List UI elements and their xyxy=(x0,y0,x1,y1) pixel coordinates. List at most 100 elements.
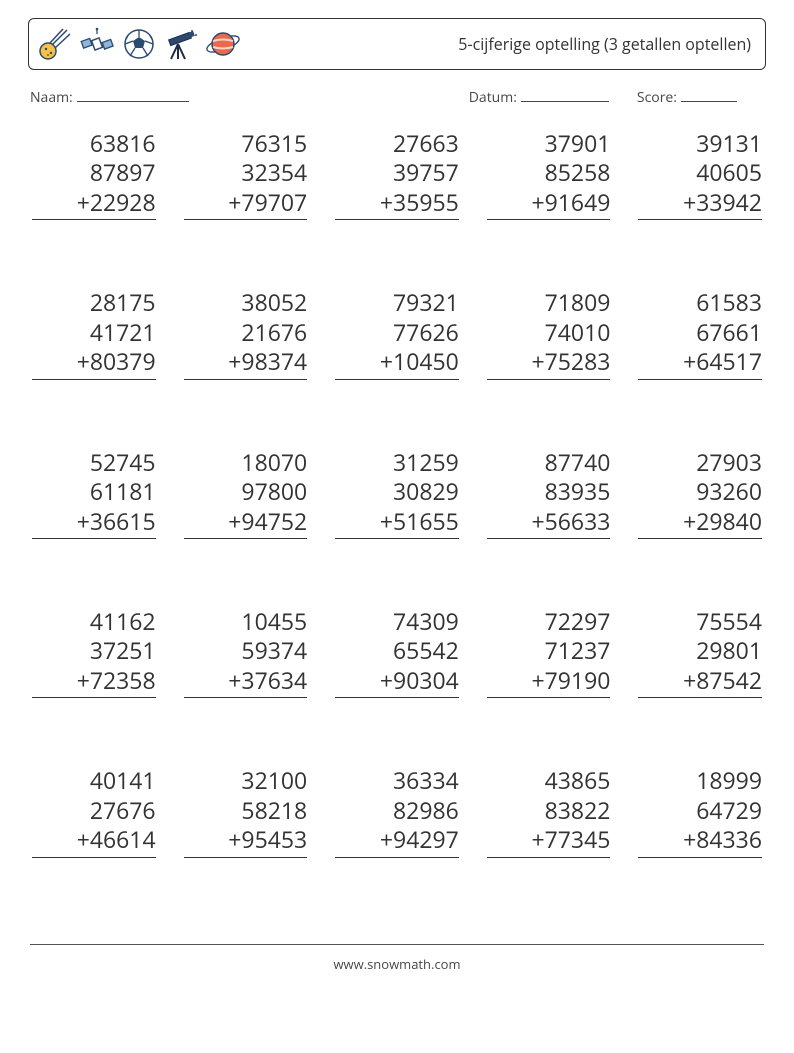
addend-3: +10450 xyxy=(335,347,459,379)
addend-3: +64517 xyxy=(638,347,762,379)
addend-3: +80379 xyxy=(32,347,156,379)
addend-1: 75554 xyxy=(638,607,762,636)
addend-2: 64729 xyxy=(638,796,762,825)
addend-2: 83935 xyxy=(487,477,611,506)
addend-3: +84336 xyxy=(638,825,762,857)
answer-space xyxy=(32,380,156,406)
addition-problem: 4116237251+72358 xyxy=(32,607,156,724)
addend-3: +22928 xyxy=(32,188,156,220)
addend-2: 82986 xyxy=(335,796,459,825)
addend-3: +94752 xyxy=(184,507,308,539)
answer-space xyxy=(638,858,762,884)
answer-space xyxy=(487,698,611,724)
answer-space xyxy=(335,380,459,406)
addend-3: +37634 xyxy=(184,666,308,698)
addition-problem: 8774083935+56633 xyxy=(487,448,611,565)
addition-problem: 6381687897+22928 xyxy=(32,129,156,246)
addend-1: 52745 xyxy=(32,448,156,477)
addend-1: 27903 xyxy=(638,448,762,477)
addend-3: +94297 xyxy=(335,825,459,857)
addition-problem: 3210058218+95453 xyxy=(184,766,308,883)
addition-problem: 7229771237+79190 xyxy=(487,607,611,724)
addend-1: 32100 xyxy=(184,766,308,795)
addend-2: 61181 xyxy=(32,477,156,506)
addition-problem: 1045559374+37634 xyxy=(184,607,308,724)
addition-problem: 4014127676+46614 xyxy=(32,766,156,883)
addition-problem: 5274561181+36615 xyxy=(32,448,156,565)
addend-3: +33942 xyxy=(638,188,762,220)
addition-problem: 3913140605+33942 xyxy=(638,129,762,246)
addend-2: 93260 xyxy=(638,477,762,506)
answer-space xyxy=(335,698,459,724)
addend-2: 39757 xyxy=(335,158,459,187)
answer-space xyxy=(487,380,611,406)
comet-icon xyxy=(37,26,73,62)
addend-1: 43865 xyxy=(487,766,611,795)
addend-1: 61583 xyxy=(638,288,762,317)
addend-2: 21676 xyxy=(184,318,308,347)
answer-space xyxy=(184,380,308,406)
answer-space xyxy=(32,858,156,884)
answer-space xyxy=(487,858,611,884)
addend-1: 40141 xyxy=(32,766,156,795)
addend-2: 37251 xyxy=(32,636,156,665)
satellite-icon xyxy=(79,26,115,62)
addend-1: 28175 xyxy=(32,288,156,317)
addend-2: 77626 xyxy=(335,318,459,347)
answer-space xyxy=(32,539,156,565)
answer-space xyxy=(487,539,611,565)
addend-2: 41721 xyxy=(32,318,156,347)
name-label: Naam: xyxy=(30,88,73,107)
footer-text: www.snowmath.com xyxy=(28,955,766,973)
addition-problem: 3125930829+51655 xyxy=(335,448,459,565)
addition-problem: 3805221676+98374 xyxy=(184,288,308,405)
addend-3: +35955 xyxy=(335,188,459,220)
addend-2: 58218 xyxy=(184,796,308,825)
addend-1: 37901 xyxy=(487,129,611,158)
addend-1: 63816 xyxy=(32,129,156,158)
name-line xyxy=(77,88,189,102)
telescope-icon xyxy=(163,26,199,62)
date-line xyxy=(521,88,609,102)
addend-3: +46614 xyxy=(32,825,156,857)
addition-problem: 3790185258+91649 xyxy=(487,129,611,246)
addend-2: 59374 xyxy=(184,636,308,665)
answer-space xyxy=(184,698,308,724)
answer-space xyxy=(335,539,459,565)
answer-space xyxy=(335,220,459,246)
answer-space xyxy=(487,220,611,246)
addend-1: 74309 xyxy=(335,607,459,636)
answer-space xyxy=(32,220,156,246)
addition-problem: 2766339757+35955 xyxy=(335,129,459,246)
addition-problem: 6158367661+64517 xyxy=(638,288,762,405)
addend-2: 29801 xyxy=(638,636,762,665)
soccer-ball-icon xyxy=(121,26,157,62)
addend-1: 72297 xyxy=(487,607,611,636)
header-icons xyxy=(37,26,241,62)
addend-1: 27663 xyxy=(335,129,459,158)
addition-problem: 7555429801+87542 xyxy=(638,607,762,724)
answer-space xyxy=(184,539,308,565)
addend-3: +72358 xyxy=(32,666,156,698)
addend-1: 18070 xyxy=(184,448,308,477)
addend-2: 32354 xyxy=(184,158,308,187)
addend-2: 30829 xyxy=(335,477,459,506)
addend-3: +91649 xyxy=(487,188,611,220)
addend-3: +98374 xyxy=(184,347,308,379)
addend-1: 31259 xyxy=(335,448,459,477)
score-line xyxy=(681,88,737,102)
addend-1: 76315 xyxy=(184,129,308,158)
addend-2: 40605 xyxy=(638,158,762,187)
addend-2: 74010 xyxy=(487,318,611,347)
addition-problem: 4386583822+77345 xyxy=(487,766,611,883)
addition-problem: 2817541721+80379 xyxy=(32,288,156,405)
addend-2: 97800 xyxy=(184,477,308,506)
addend-3: +79707 xyxy=(184,188,308,220)
addend-1: 38052 xyxy=(184,288,308,317)
addend-2: 27676 xyxy=(32,796,156,825)
addition-problem: 7932177626+10450 xyxy=(335,288,459,405)
worksheet-page: 5-cijferige optelling (3 getallen optell… xyxy=(0,0,794,993)
footer-rule xyxy=(30,944,764,945)
addition-problem: 7430965542+90304 xyxy=(335,607,459,724)
addend-1: 18999 xyxy=(638,766,762,795)
